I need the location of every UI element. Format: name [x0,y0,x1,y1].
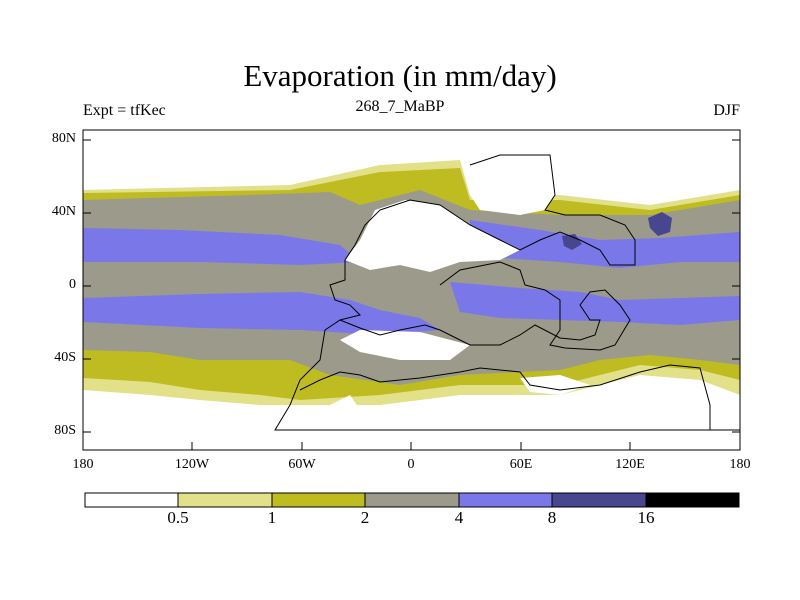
colorbar-bin-2 [271,492,366,508]
colorbar-bin-5 [551,492,647,508]
colorbar-label-16: 16 [637,508,655,527]
map-field [83,130,740,450]
colorbar-bin-3 [364,492,460,508]
colorbar-bin-4 [458,492,553,508]
contour-4-8-southeast [450,282,740,325]
colorbar-label-2: 2 [360,508,370,527]
experiment-label: Expt = tfKec [83,102,166,119]
x-tick-label-120E: 120E [615,457,645,472]
land-north-western [345,200,520,272]
contour-4-8-east [470,220,740,268]
y-tick-label-40N: 40N [51,204,76,219]
colorbar-bin-0 [84,492,179,508]
land-south-central [340,330,470,360]
x-tick-label-60W: 60W [288,457,316,472]
colorbar-label-8: 8 [547,508,557,527]
contour-8-16-spot-2 [562,234,582,250]
colorbar-label-0.5: 0.5 [167,508,189,527]
y-tick-label-80S: 80S [54,423,76,438]
colorbar-label-1: 1 [267,508,277,527]
colorbar-bin-6 [645,492,740,508]
x-tick-label-60E: 60E [509,457,533,472]
y-tick-label-40S: 40S [54,350,76,365]
colorbar-bin-1 [177,492,273,508]
x-tick-label-0: 0 [407,457,415,472]
x-axis-ticks [82,442,741,450]
x-tick-label-180w: 180 [72,457,94,472]
colorbar [84,492,740,508]
coastlines [274,154,740,431]
map-title: Evaporation (in mm/day) [243,58,557,93]
land-north-eastern [470,155,555,215]
y-axis-ticks [83,139,740,433]
contour-8-16-spot [648,212,672,236]
x-tick-label-120W: 120W [174,457,210,472]
land-southern-patch [520,375,590,395]
x-tick-label-180e: 180 [729,457,751,472]
colorbar-label-4: 4 [454,508,464,527]
y-tick-label-0: 0 [69,277,76,292]
period-label: 268_7_MaBP [355,98,445,115]
y-tick-label-80N: 80N [51,131,76,146]
season-label: DJF [713,102,740,119]
contour-4-8-north [83,228,360,265]
